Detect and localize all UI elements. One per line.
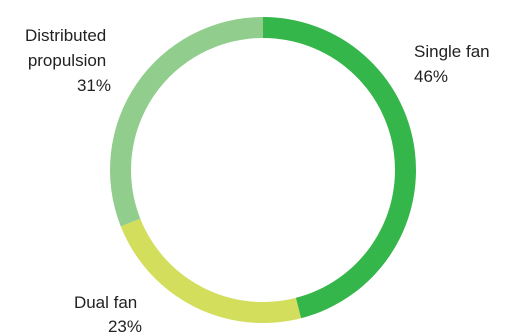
slice-value-distributed-propulsion: 31% [77,76,111,95]
slice-label-single-fan: Single fan 46% [414,42,494,86]
slice-label-dual-fan: Dual fan 23% [74,293,142,336]
slice-dual-fan [120,218,302,323]
slice-value-single-fan: 46% [414,67,448,86]
slice-name-distributed-propulsion-line1: Distributed [25,26,106,45]
slice-name-single-fan: Single fan [414,42,490,61]
slice-name-distributed-propulsion-line2: propulsion [28,51,106,70]
slice-name-dual-fan: Dual fan [74,293,137,312]
donut-slices [109,17,416,323]
slice-label-distributed-propulsion: Distributed propulsion 31% [25,26,111,95]
slice-value-dual-fan: 23% [108,317,142,336]
slice-distributed-propulsion [109,17,264,227]
slice-single-fan [263,17,416,319]
